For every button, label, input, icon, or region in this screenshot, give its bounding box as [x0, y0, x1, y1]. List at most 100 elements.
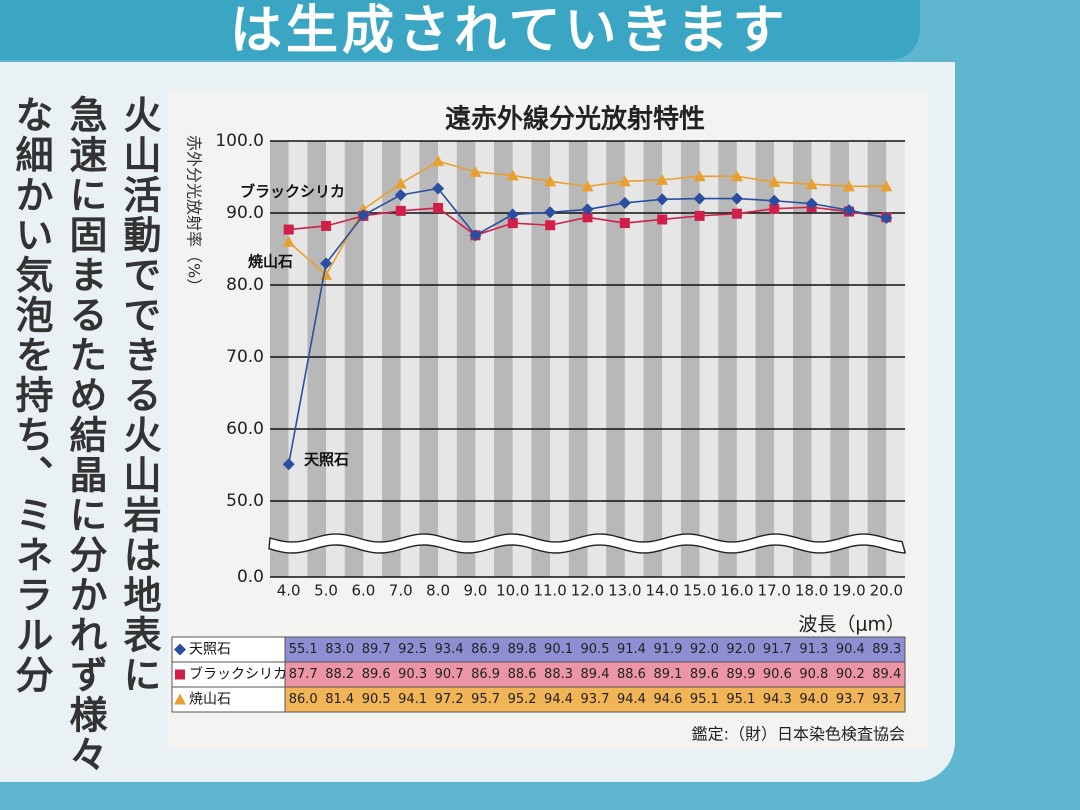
- table-cell: 93.7: [836, 692, 865, 707]
- table-row: [284, 636, 906, 663]
- marker: [693, 170, 706, 182]
- table-cell: 95.2: [508, 692, 537, 707]
- table-cell: 88.6: [617, 667, 646, 682]
- marker: [619, 218, 630, 229]
- marker: [582, 212, 593, 223]
- table-cell: 93.4: [435, 642, 464, 657]
- marker: [581, 203, 594, 216]
- legend-marker: [174, 643, 186, 656]
- stripe: [755, 141, 775, 577]
- x-tick-label: 11.0: [533, 582, 566, 600]
- table-cell: 90.2: [836, 667, 865, 682]
- marker: [842, 180, 855, 192]
- table-row: [284, 686, 906, 713]
- stripe: [288, 141, 308, 577]
- marker: [432, 182, 445, 195]
- marker: [694, 210, 705, 221]
- marker: [731, 208, 742, 219]
- table-cell: 81.4: [325, 692, 354, 707]
- marker: [283, 224, 294, 235]
- x-tick-label: 6.0: [351, 582, 375, 600]
- table-cell: 90.3: [398, 667, 427, 682]
- x-tick-label: 18.0: [795, 582, 828, 600]
- table-cell: 92.0: [726, 642, 755, 657]
- stripe: [587, 141, 607, 577]
- column-text: 火山活動でできる火山岩は地表に: [117, 95, 161, 695]
- table-cell: 89.4: [872, 667, 901, 682]
- table-cell: 95.7: [471, 692, 500, 707]
- marker: [544, 206, 557, 219]
- y-tick-label: 70.0: [226, 347, 264, 367]
- table-cell: 89.6: [690, 667, 719, 682]
- stripe: [699, 141, 719, 577]
- table-cell: 94.0: [799, 692, 828, 707]
- marker: [581, 180, 594, 192]
- stripe: [736, 141, 756, 577]
- table-cell: 94.3: [763, 692, 792, 707]
- table-cell: 89.6: [362, 667, 391, 682]
- marker: [394, 189, 407, 201]
- x-tick-label: 13.0: [608, 582, 641, 600]
- marker: [506, 169, 519, 181]
- table-cell: 93.7: [581, 692, 610, 707]
- table-cell: 94.4: [544, 692, 573, 707]
- table-cell: 91.9: [653, 642, 682, 657]
- stripe: [867, 141, 887, 577]
- marker: [730, 192, 743, 205]
- marker: [657, 214, 668, 225]
- stripe: [382, 141, 401, 577]
- marker: [433, 202, 444, 213]
- x-tick-label: 17.0: [758, 582, 791, 600]
- x-tick-label: 9.0: [464, 582, 488, 600]
- stripe: [531, 141, 551, 577]
- chart-title: 遠赤外線分光放射特性: [445, 104, 705, 135]
- legend-label: 天照石: [189, 642, 231, 658]
- table-cell: 91.7: [763, 642, 792, 657]
- legend-label: ブラックシリカ: [189, 666, 287, 683]
- marker: [880, 180, 893, 192]
- table-cell: 88.3: [544, 667, 573, 682]
- table-cell: 89.4: [581, 667, 610, 682]
- marker: [805, 178, 818, 190]
- stripe: [643, 141, 663, 577]
- stripe: [811, 141, 831, 577]
- table-cell: 94.6: [653, 692, 682, 707]
- marker: [432, 155, 445, 167]
- marker: [880, 212, 893, 225]
- marker: [506, 208, 519, 221]
- marker: [282, 458, 295, 471]
- legend-marker: [175, 669, 185, 680]
- table-cell: 93.7: [872, 692, 901, 707]
- table-cell: 92.0: [690, 642, 719, 657]
- marker: [656, 173, 669, 185]
- table-cell: 86.0: [289, 692, 318, 707]
- stripe: [792, 141, 812, 577]
- table-cell: 90.4: [836, 642, 865, 657]
- marker: [395, 205, 406, 216]
- table-cell: 92.5: [398, 642, 427, 657]
- table-cell: 91.4: [617, 642, 646, 657]
- y-tick-label: 80.0: [226, 275, 264, 295]
- stripe: [550, 141, 569, 577]
- marker: [320, 257, 333, 270]
- table-cell: 88.2: [325, 667, 354, 682]
- table-cell: 94.1: [398, 692, 427, 707]
- stripe: [456, 141, 476, 577]
- stripe: [326, 141, 345, 577]
- annotation: 焼山石: [248, 253, 293, 271]
- stripe: [848, 141, 868, 577]
- marker: [656, 193, 669, 206]
- legend-marker: [174, 693, 186, 705]
- marker: [469, 165, 482, 177]
- table-cell: 90.6: [763, 667, 792, 682]
- table-cell: 97.2: [435, 692, 464, 707]
- y-tick-label: 100.0: [215, 131, 264, 151]
- table-cell: 89.3: [872, 642, 901, 657]
- y-axis-label: 赤外分光放射率（%）: [185, 135, 204, 294]
- x-tick-label: 12.0: [571, 582, 604, 600]
- marker: [469, 229, 482, 242]
- marker: [842, 204, 855, 217]
- marker: [321, 220, 332, 231]
- marker: [805, 197, 818, 210]
